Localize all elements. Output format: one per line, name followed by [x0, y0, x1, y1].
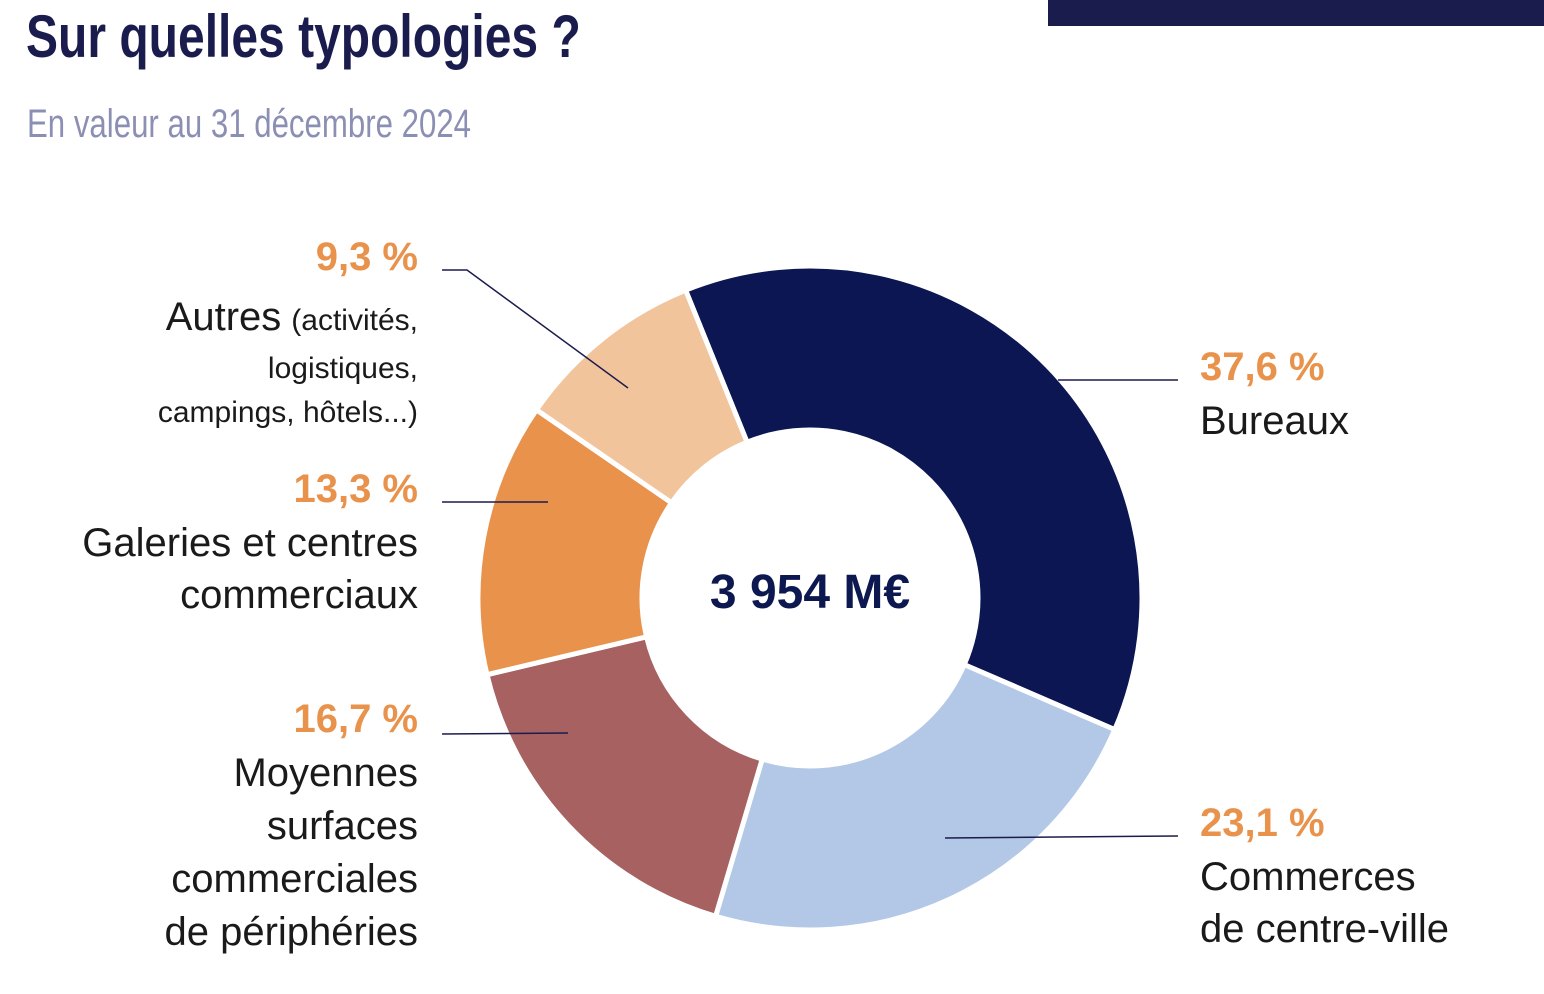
header-accent-bar [1048, 0, 1544, 26]
pct-label-autres: 9,3 % [316, 235, 418, 279]
leader-line-moyennes-surfaces-commerciales-de-peripheries [441, 732, 569, 735]
total-value-label: 3 954 M€ [710, 566, 910, 619]
category-label-moyennes-surfaces-commerciales-de-peripheries: surfaces [267, 804, 418, 848]
slice-moyennes-surfaces-commerciales-de-peripheries [484, 634, 765, 919]
chart-subtitle: En valeur au 31 décembre 2024 [27, 102, 472, 146]
category-label-moyennes-surfaces-commerciales-de-peripheries: Moyennes [233, 751, 418, 795]
category-note-line: logistiques, [268, 352, 418, 385]
slice-commerces-de-centre-ville [713, 662, 1118, 933]
category-label-moyennes-surfaces-commerciales-de-peripheries: commerciales [171, 857, 418, 901]
chart-title: Sur quelles typologies ? [26, 3, 581, 70]
pct-label-galeries-et-centres-commerciaux: 13,3 % [293, 467, 418, 511]
pct-label-moyennes-surfaces-commerciales-de-peripheries: 16,7 % [293, 697, 418, 741]
slice-autres [533, 287, 750, 506]
category-label-commerces-de-centre-ville: Commerces [1200, 855, 1416, 899]
slice-labels: 37,6 % Bureaux 23,1 % Commerces de centre-vi… [82, 235, 1449, 954]
leader-line-commerces-de-centre-ville [944, 835, 1179, 839]
category-label-autres: Autres (activités, [166, 295, 418, 339]
category-label-galeries-et-centres-commerciaux: Galeries et centres [82, 521, 418, 565]
leader-lines [441, 269, 1179, 839]
category-note-line: campings, hôtels...) [158, 396, 418, 429]
donut-slices [475, 263, 1145, 933]
category-label-moyennes-surfaces-commerciales-de-peripheries: de périphéries [165, 910, 419, 954]
leader-line-autres [442, 269, 629, 389]
category-label-bureaux: Bureaux [1200, 399, 1349, 443]
category-label-commerces-de-centre-ville: de centre-ville [1200, 907, 1449, 951]
pct-label-commerces-de-centre-ville: 23,1 % [1200, 801, 1325, 845]
slice-bureaux [683, 263, 1145, 733]
category-label-galeries-et-centres-commerciaux: commerciaux [180, 573, 418, 617]
slice-galeries-et-centres-commerciaux [475, 407, 675, 678]
pct-label-bureaux: 37,6 % [1200, 345, 1325, 389]
